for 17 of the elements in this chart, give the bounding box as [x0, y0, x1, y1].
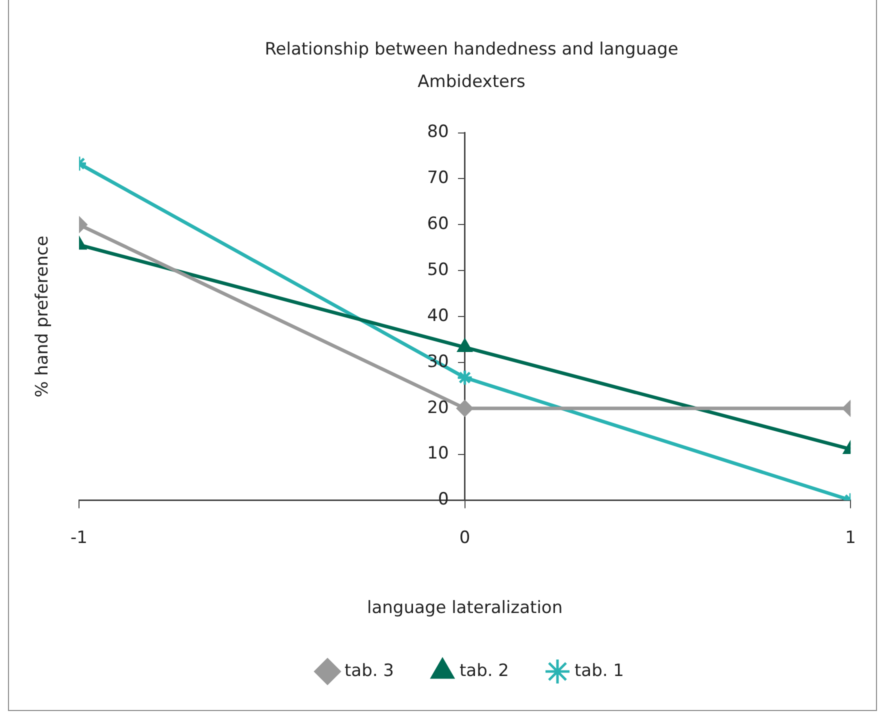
y-tick-label: 60 [427, 214, 449, 234]
y-tick-label: 10 [427, 444, 449, 464]
legend-label: tab. 2 [460, 660, 509, 681]
x-tick-label: 0 [459, 528, 470, 548]
x-tick-label: 1 [845, 528, 856, 548]
x-tick-label: -1 [70, 528, 88, 548]
y-tick-label: 80 [427, 122, 449, 142]
y-tick-label: 20 [427, 398, 449, 418]
y-tick-label: 70 [427, 168, 449, 188]
chart-title: Relationship between handedness and language [264, 40, 678, 60]
y-axis-title: % hand preference [32, 236, 52, 398]
y-tick-label: 40 [427, 306, 449, 326]
chart-subtitle: Ambidexters [418, 72, 526, 92]
legend-label: tab. 3 [344, 660, 394, 681]
y-tick-label: 50 [427, 260, 449, 280]
legend-label: tab. 1 [574, 660, 624, 681]
x-axis-title: language lateralization [367, 598, 563, 618]
